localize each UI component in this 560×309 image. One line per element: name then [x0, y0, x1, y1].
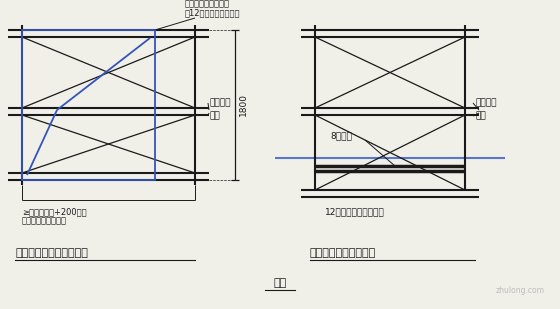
Text: 立杆通过穿墙螺杆洞: 立杆通过穿墙螺杆洞	[185, 0, 230, 8]
Text: 阳台或落地窗洞口防护: 阳台或落地窗洞口防护	[310, 248, 376, 258]
Text: 1800: 1800	[239, 94, 248, 116]
Text: zhulong.com: zhulong.com	[496, 286, 545, 295]
Text: 钢管: 钢管	[210, 112, 221, 121]
Text: 12号膨胀螺丝楼板固定: 12号膨胀螺丝楼板固定	[325, 207, 385, 216]
Bar	[22, 30, 155, 180]
Text: 用12号铁丝固定于墙体: 用12号铁丝固定于墙体	[185, 8, 240, 17]
Text: ≥窗洞口尺寸+200，根: ≥窗洞口尺寸+200，根	[22, 207, 87, 216]
Text: 安全绿网: 安全绿网	[210, 99, 231, 108]
Text: 图四: 图四	[273, 278, 287, 288]
Text: 钢管: 钢管	[475, 112, 486, 121]
Text: 8厚钢板: 8厚钢板	[330, 131, 352, 140]
Text: 安全绿网: 安全绿网	[475, 99, 497, 108]
Text: 据穿墙螺栓位置调节: 据穿墙螺栓位置调节	[22, 216, 67, 225]
Text: 窗洞口（室内临边）防护: 窗洞口（室内临边）防护	[15, 248, 88, 258]
